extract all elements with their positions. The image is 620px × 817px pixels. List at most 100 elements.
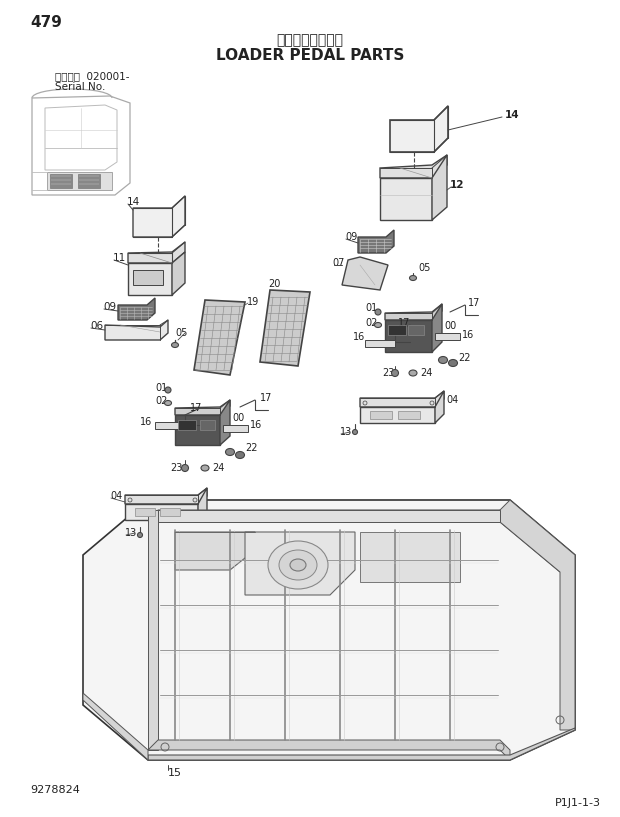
Bar: [408, 325, 424, 335]
Ellipse shape: [438, 356, 448, 364]
Ellipse shape: [290, 559, 306, 571]
Polygon shape: [83, 693, 148, 760]
Text: 16: 16: [140, 417, 153, 427]
Text: 17: 17: [260, 393, 272, 403]
Ellipse shape: [268, 541, 328, 589]
Bar: [370, 411, 392, 419]
Text: 16: 16: [250, 420, 262, 430]
Polygon shape: [158, 510, 500, 522]
Text: 09: 09: [103, 302, 116, 312]
Ellipse shape: [201, 465, 209, 471]
Polygon shape: [385, 320, 432, 352]
Text: Serial No.: Serial No.: [55, 82, 105, 92]
Polygon shape: [125, 504, 198, 520]
Ellipse shape: [374, 323, 381, 328]
Text: 14: 14: [127, 197, 140, 207]
Polygon shape: [148, 740, 510, 760]
Text: 07: 07: [332, 258, 344, 268]
Ellipse shape: [409, 370, 417, 376]
Bar: [135, 508, 155, 516]
Text: 479: 479: [30, 15, 62, 29]
Bar: [360, 532, 460, 582]
Ellipse shape: [236, 452, 244, 458]
Text: P1J1-1-3: P1J1-1-3: [555, 798, 601, 808]
Text: 適用号機  020001-: 適用号機 020001-: [55, 71, 130, 81]
Polygon shape: [358, 230, 394, 253]
Text: 13: 13: [125, 528, 137, 538]
Polygon shape: [175, 532, 255, 570]
Polygon shape: [148, 728, 575, 760]
Polygon shape: [435, 391, 444, 423]
Text: 17: 17: [398, 318, 410, 328]
Text: 04: 04: [110, 491, 122, 501]
Text: 17: 17: [468, 298, 481, 308]
Text: 00: 00: [444, 321, 456, 331]
Text: 24: 24: [420, 368, 432, 378]
Ellipse shape: [279, 550, 317, 580]
Polygon shape: [198, 488, 207, 520]
Polygon shape: [172, 252, 185, 295]
Polygon shape: [125, 488, 207, 504]
Bar: [398, 411, 420, 419]
Bar: [78, 174, 100, 188]
Ellipse shape: [409, 275, 417, 280]
Ellipse shape: [165, 387, 171, 393]
Ellipse shape: [138, 533, 143, 538]
Bar: [365, 340, 395, 347]
Text: 01: 01: [155, 383, 167, 393]
Text: 05: 05: [418, 263, 430, 273]
Polygon shape: [432, 155, 447, 220]
Polygon shape: [260, 290, 310, 366]
Text: 01: 01: [365, 303, 377, 313]
Polygon shape: [128, 263, 172, 295]
Bar: [388, 325, 406, 335]
Polygon shape: [245, 532, 355, 595]
Polygon shape: [385, 304, 442, 320]
Bar: [133, 270, 163, 285]
Polygon shape: [175, 415, 220, 445]
Bar: [47, 172, 112, 190]
Text: 04: 04: [446, 395, 458, 405]
Text: 02: 02: [155, 396, 167, 406]
Polygon shape: [432, 304, 442, 352]
Polygon shape: [83, 500, 575, 760]
Polygon shape: [194, 300, 245, 375]
Polygon shape: [360, 407, 435, 423]
Polygon shape: [128, 242, 185, 263]
Polygon shape: [175, 400, 230, 415]
Polygon shape: [158, 510, 560, 572]
Text: 06: 06: [90, 321, 103, 331]
Polygon shape: [105, 320, 168, 340]
Polygon shape: [360, 391, 444, 407]
Bar: [155, 422, 185, 429]
Polygon shape: [342, 257, 388, 290]
Polygon shape: [220, 400, 230, 445]
Text: 20: 20: [268, 279, 280, 289]
Text: 23: 23: [382, 368, 394, 378]
Text: 19: 19: [247, 297, 259, 307]
Text: 9278824: 9278824: [30, 785, 80, 795]
Bar: [50, 174, 72, 188]
Text: 11: 11: [113, 253, 126, 263]
Text: 13: 13: [340, 427, 352, 437]
Text: 17: 17: [190, 403, 202, 413]
Ellipse shape: [353, 430, 358, 435]
Bar: [435, 333, 460, 340]
Text: 14: 14: [505, 110, 520, 120]
Text: 09: 09: [345, 232, 357, 242]
Text: 05: 05: [175, 328, 187, 338]
Text: 02: 02: [365, 318, 378, 328]
Polygon shape: [380, 155, 447, 178]
Bar: [200, 420, 215, 430]
Text: 15: 15: [168, 768, 182, 778]
Ellipse shape: [172, 342, 179, 347]
Ellipse shape: [164, 400, 172, 405]
Text: 22: 22: [458, 353, 471, 363]
Ellipse shape: [448, 359, 458, 367]
Polygon shape: [133, 196, 185, 237]
Text: 23: 23: [170, 463, 182, 473]
Text: 00: 00: [232, 413, 244, 423]
Bar: [178, 420, 196, 430]
Text: 12: 12: [450, 180, 464, 190]
Ellipse shape: [391, 369, 399, 377]
